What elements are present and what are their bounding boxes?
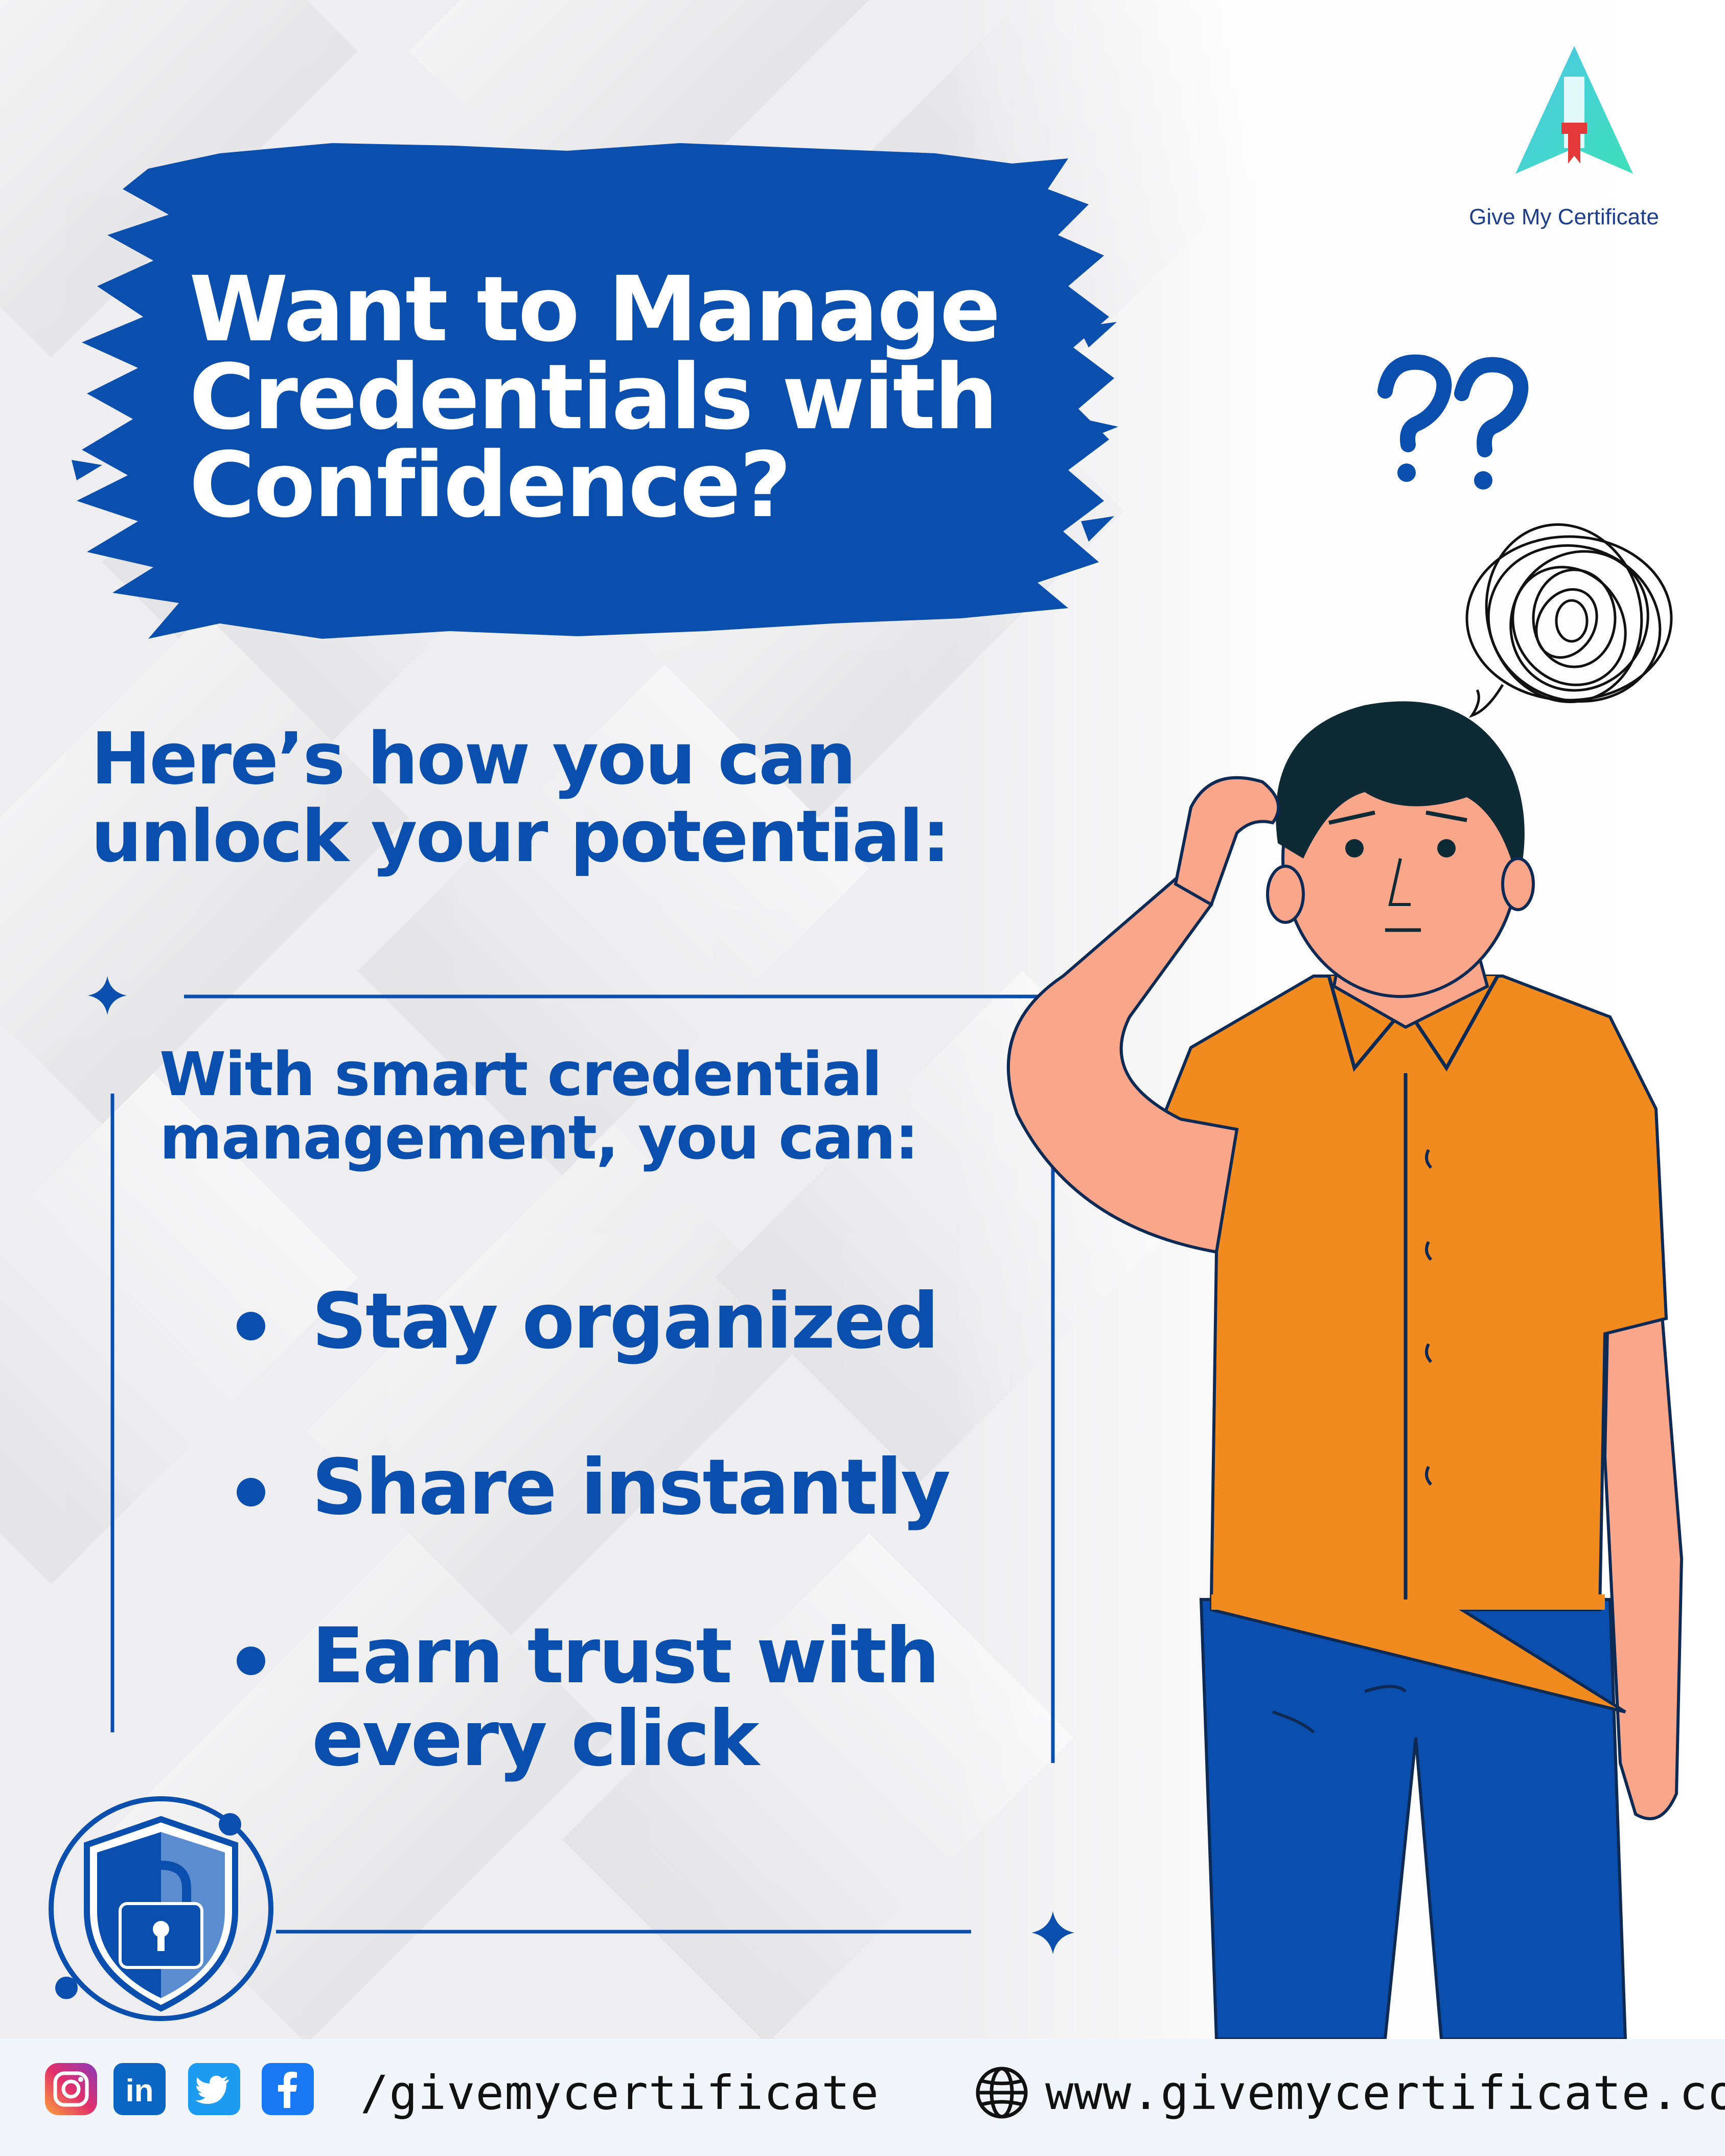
linkedin-icon[interactable]: in [113,2063,166,2115]
headline-line: Want to Manage [189,257,1001,362]
question-marks-icon [1377,354,1529,490]
website-link[interactable]: www.givemycertificate.com [1045,2066,1725,2120]
bullet-text: Earn trust with [312,1612,940,1701]
globe-icon [976,2067,1028,2119]
headline: Want to Manage Credentials with Confiden… [189,257,1058,538]
svg-text:in: in [125,2073,153,2108]
headline-brush-background [72,143,1118,639]
box-intro: With smart credential management, you ca… [159,1042,1028,1169]
headline-line: Confidence? [189,433,792,538]
bullet-dot [237,1647,265,1675]
give-my-certificate-logo[interactable] [1513,46,1636,189]
headline-line: Credentials with [189,345,998,450]
twitter-icon[interactable] [188,2063,240,2115]
social-handle[interactable]: /givemycertificate [360,2066,879,2120]
subheading-line: unlock your potential: [91,795,951,878]
box-intro-line: management, you can: [159,1102,919,1173]
facebook-icon[interactable] [262,2063,314,2115]
confused-man-illustration [1006,701,1684,2039]
shield-lock-icon [49,1796,273,2021]
sparkle-icon [88,976,127,1015]
bullet-text: every click [312,1695,760,1783]
subheading: Here’s how you can unlock your potential… [91,721,1113,876]
box-intro-line: With smart credential [159,1039,882,1109]
bullet-text: Share instantly [312,1443,951,1532]
instagram-icon[interactable] [45,2063,97,2115]
bullet-dot [237,1312,265,1340]
sparkle-icon [1031,1911,1074,1954]
subheading-line: Here’s how you can [91,717,856,801]
bullet-text: Stay organized [312,1277,939,1366]
logo-text: Give My Certificate [1469,204,1659,229]
scribble-thought-icon [1465,523,1673,718]
bullet-dot [237,1478,265,1506]
